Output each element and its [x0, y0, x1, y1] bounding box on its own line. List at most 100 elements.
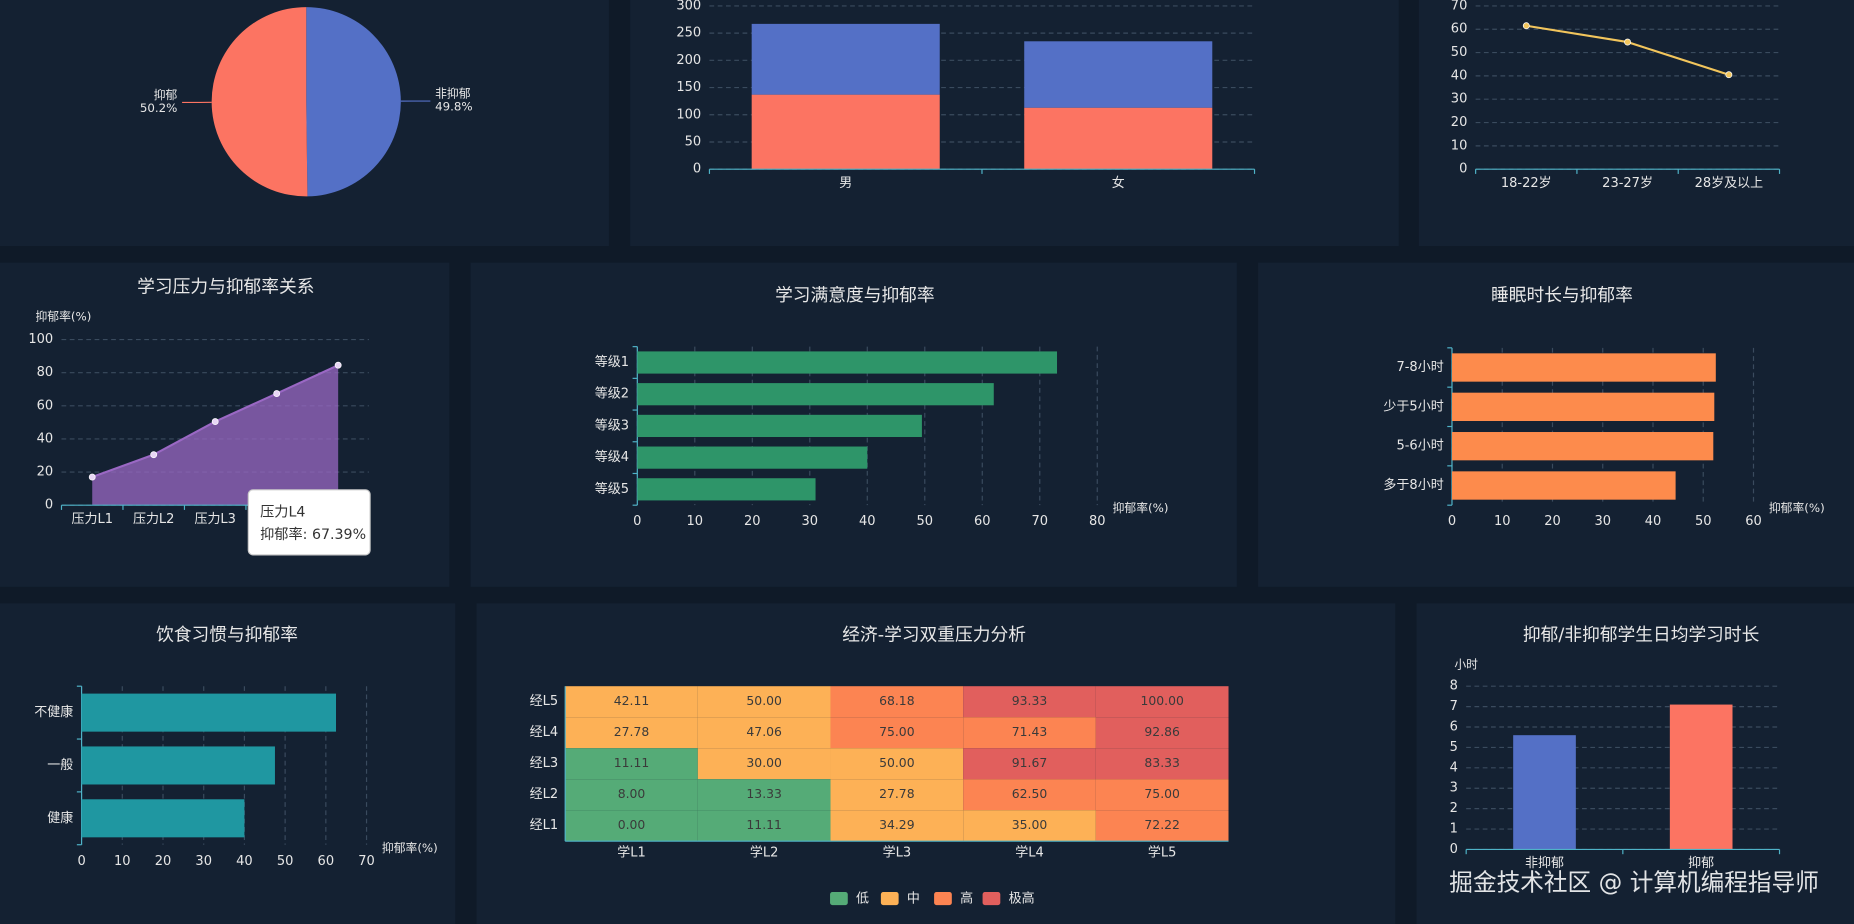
bar: [637, 351, 1058, 374]
y-tick-label: 30: [1451, 92, 1468, 107]
heat-cell: [963, 810, 1096, 842]
pie-slice: [306, 7, 401, 197]
heat-cell: [697, 686, 831, 718]
heat-cell: [697, 779, 831, 811]
heat-cell: [565, 748, 698, 780]
bar-segment: [751, 23, 940, 95]
cell-label: 75.00: [879, 724, 915, 739]
y-tick-label: 0: [1459, 162, 1467, 177]
chart-title: 抑郁/非抑郁学生日均学习时长: [1523, 624, 1760, 645]
x-tick-label: 60: [974, 514, 991, 529]
heat-cell: [565, 810, 698, 842]
heat-cell: [1095, 779, 1229, 811]
y-tick-label: 60: [37, 398, 54, 413]
chart-title: 饮食习惯与抑郁率: [156, 624, 298, 645]
row-label: 经L4: [530, 725, 559, 740]
y-tick-label: 80: [37, 365, 54, 380]
heat-cell: [963, 779, 1096, 811]
y-tick-label: 健康: [47, 810, 73, 826]
y-tick-label: 等级1: [595, 354, 629, 370]
column-label: 学L3: [883, 845, 912, 861]
x-tick-label: 非抑郁: [1525, 856, 1564, 871]
x-tick-label: 70: [358, 854, 375, 869]
y-tick-label: 7: [1450, 699, 1458, 714]
chart-title: 睡眠时长与抑郁率: [1491, 285, 1633, 306]
tooltip-text: 抑郁率: 67.39%: [260, 526, 366, 543]
column-label: 学L5: [1148, 845, 1177, 861]
tooltip-title: 压力L4: [260, 504, 305, 520]
bar: [637, 478, 816, 501]
y-tick-label: 20: [1451, 115, 1468, 130]
bar: [1451, 353, 1716, 382]
point: [150, 451, 158, 459]
point: [1624, 38, 1631, 46]
heat-cell: [697, 810, 831, 842]
y-tick-label: 3: [1450, 781, 1458, 796]
cell-label: 50.00: [879, 755, 915, 770]
y-tick-label: 40: [1451, 68, 1468, 83]
x-tick-label: 10: [114, 854, 131, 869]
cell-label: 35.00: [1012, 817, 1048, 832]
tooltip-box: [247, 489, 371, 556]
bar: [81, 799, 245, 838]
legend-swatch: [880, 892, 899, 906]
row-label: 经L5: [530, 694, 559, 709]
y-tick-label: 等级5: [595, 481, 629, 497]
y-tick-label: 等级4: [595, 449, 629, 465]
x-tick-label: 50: [917, 514, 934, 529]
bar-segment: [1024, 41, 1213, 108]
cell-label: 75.00: [1144, 786, 1180, 801]
y-tick-label: 60: [1451, 22, 1468, 37]
column-label: 学L2: [750, 845, 779, 861]
x-axis-label: 抑郁率(%): [1113, 501, 1169, 515]
y-tick-label: 50: [1451, 45, 1468, 60]
x-tick-label: 20: [155, 854, 172, 869]
panel: [1258, 262, 1854, 587]
point: [1725, 71, 1733, 79]
cell-label: 27.78: [614, 724, 650, 739]
x-tick-label: 压力L3: [194, 512, 236, 527]
x-tick-label: 60: [318, 854, 335, 869]
cell-label: 92.86: [1144, 724, 1180, 739]
legend-label: 高: [960, 891, 973, 907]
heat-cell: [1095, 686, 1229, 718]
x-tick-label: 20: [744, 514, 761, 529]
cell-label: 8.00: [618, 786, 646, 801]
bar: [1669, 704, 1733, 850]
y-tick-label: 8: [1450, 679, 1458, 694]
x-tick-label: 压力L1: [71, 512, 113, 527]
bar-segment: [1024, 107, 1213, 170]
legend-label: 低: [856, 892, 869, 907]
pie-label: 抑郁: [154, 88, 178, 102]
y-tick-label: 200: [676, 53, 701, 68]
y-tick-label: 5: [1450, 740, 1458, 755]
y-tick-label: 7-8小时: [1396, 360, 1443, 375]
x-tick-label: 0: [77, 854, 85, 869]
heat-cell: [565, 779, 698, 811]
heat-cell: [565, 686, 698, 718]
column-label: 学L1: [617, 845, 646, 861]
y-tick-label: 300: [676, 0, 701, 13]
heat-cell: [963, 748, 1096, 780]
cell-label: 47.06: [746, 724, 782, 739]
heat-cell: [697, 717, 831, 749]
y-tick-label: 10: [1451, 138, 1468, 153]
y-tick-label: 250: [676, 26, 701, 41]
y-axis-label: 抑郁率(%): [35, 310, 91, 324]
x-tick-label: 女: [1112, 175, 1125, 191]
x-tick-label: 40: [859, 514, 876, 529]
pie-label: 非抑郁: [435, 86, 471, 100]
y-tick-label: 70: [1451, 0, 1468, 13]
cell-label: 27.78: [879, 786, 915, 801]
cell-label: 34.29: [879, 817, 915, 832]
x-axis-label: 抑郁率(%): [382, 841, 438, 855]
heat-cell: [963, 717, 1096, 749]
y-tick-label: 不健康: [34, 704, 73, 720]
x-tick-label: 50: [277, 854, 294, 869]
heat-cell: [565, 717, 698, 749]
x-tick-label: 70: [1032, 514, 1049, 529]
bar: [637, 414, 922, 438]
watermark: 掘金技术社区 @ 计算机编程指导师: [1449, 868, 1819, 896]
bar-segment: [751, 94, 940, 170]
